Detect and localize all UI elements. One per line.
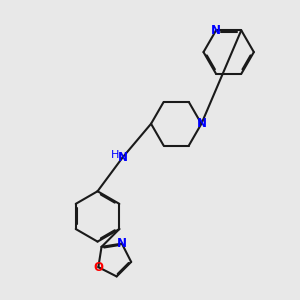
Text: O: O [93, 261, 103, 274]
Text: N: N [118, 151, 128, 164]
Text: N: N [196, 117, 206, 130]
Text: N: N [117, 237, 127, 250]
Text: N: N [211, 24, 221, 37]
Text: H: H [111, 150, 119, 160]
